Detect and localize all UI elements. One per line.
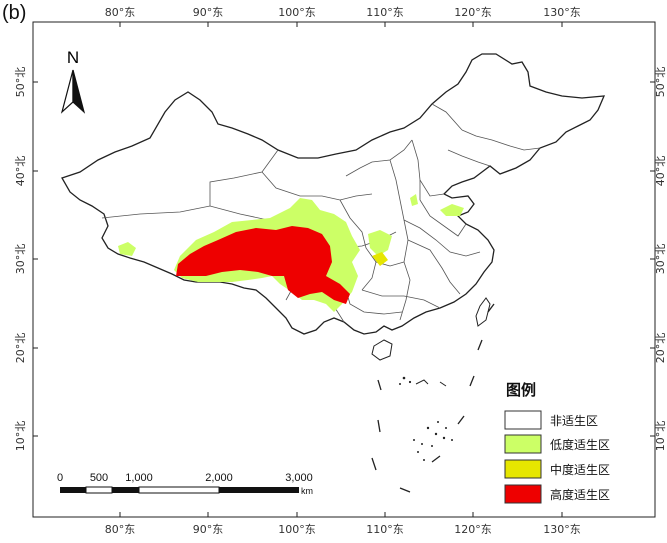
taiwan-island: [475, 297, 491, 327]
scale-label: 1,000: [125, 472, 153, 484]
bottom-tick-marks: [119, 512, 563, 517]
lon-label-top: 130°东: [543, 6, 581, 19]
low-suitability-area: [368, 230, 392, 256]
right-tick-marks: [650, 81, 655, 437]
scale-label: 3,000: [285, 472, 313, 484]
paracel-island: [439, 381, 447, 387]
south-china-sea-islands: [399, 376, 453, 461]
lon-label-bottom: 80°东: [105, 523, 136, 536]
lat-label-right: 50°北: [654, 67, 667, 98]
left-tick-marks: [33, 81, 38, 437]
pratas-island: [415, 379, 429, 385]
legend-swatch: [504, 484, 542, 504]
legend-swatch: [504, 459, 542, 479]
scale-segment: [138, 486, 220, 494]
top-tick-marks: [119, 22, 563, 27]
scale-label: 2,000: [205, 472, 233, 484]
lon-label-bottom: 100°东: [278, 523, 316, 536]
legend-label: 中度适生区: [550, 462, 610, 477]
suitability-layer: [118, 194, 464, 312]
lon-label-top: 120°东: [454, 6, 492, 19]
lon-label-bottom: 90°东: [193, 523, 224, 536]
north-arrow: N: [60, 48, 86, 114]
lon-label-top: 110°东: [366, 6, 404, 19]
legend-swatch: [504, 410, 542, 430]
lat-label-left: 50°北: [14, 67, 27, 98]
north-arrow-label: N: [67, 48, 79, 67]
low-suitability-area: [410, 194, 418, 206]
lat-label-left: 40°北: [14, 156, 27, 187]
scale-label: 0: [57, 472, 63, 484]
lat-label-left: 30°北: [14, 244, 27, 275]
lat-label-right: 20°北: [654, 333, 667, 364]
lon-label-top: 80°东: [105, 6, 136, 19]
legend-label: 低度适生区: [550, 437, 610, 452]
high-suitability-area: [176, 226, 350, 304]
legend-swatch: [504, 434, 542, 454]
hainan-island: [371, 339, 393, 361]
lon-label-bottom: 120°东: [454, 523, 492, 536]
legend: 图例 非适生区 低度适生区 中度适生区 高度适生区: [504, 381, 610, 504]
scale-unit: km: [301, 486, 313, 496]
lat-label-right: 40°北: [654, 156, 667, 187]
lat-label-left: 10°北: [14, 421, 27, 452]
medium-suitability-area: [372, 252, 388, 266]
north-arrow-left-half: [60, 69, 74, 114]
lat-label-right: 30°北: [654, 244, 667, 275]
lat-label-right: 10°北: [654, 421, 667, 452]
north-arrow-right-half: [72, 69, 86, 114]
lat-label-left: 20°北: [14, 333, 27, 364]
scale-segment: [60, 487, 86, 493]
legend-label: 非适生区: [550, 414, 598, 428]
scale-segment: [112, 487, 139, 493]
map-frame: [32, 21, 656, 518]
low-suitability-area: [118, 242, 136, 256]
low-suitability-area: [440, 204, 464, 216]
lon-label-bottom: 110°东: [366, 523, 404, 536]
legend-label: 高度适生区: [550, 487, 610, 502]
lon-label-top: 100°东: [278, 6, 316, 19]
scale-segment: [85, 486, 113, 494]
legend-title: 图例: [506, 381, 536, 399]
south-china-sea-dashes: [371, 303, 495, 493]
lon-label-top: 90°东: [193, 6, 224, 19]
lon-label-bottom: 130°东: [543, 523, 581, 536]
scale-segment: [219, 487, 299, 493]
scale-bar: 0 500 1,000 2,000 3,000 km: [57, 472, 313, 496]
scale-label: 500: [90, 472, 108, 484]
panel-label: (b): [2, 2, 27, 24]
